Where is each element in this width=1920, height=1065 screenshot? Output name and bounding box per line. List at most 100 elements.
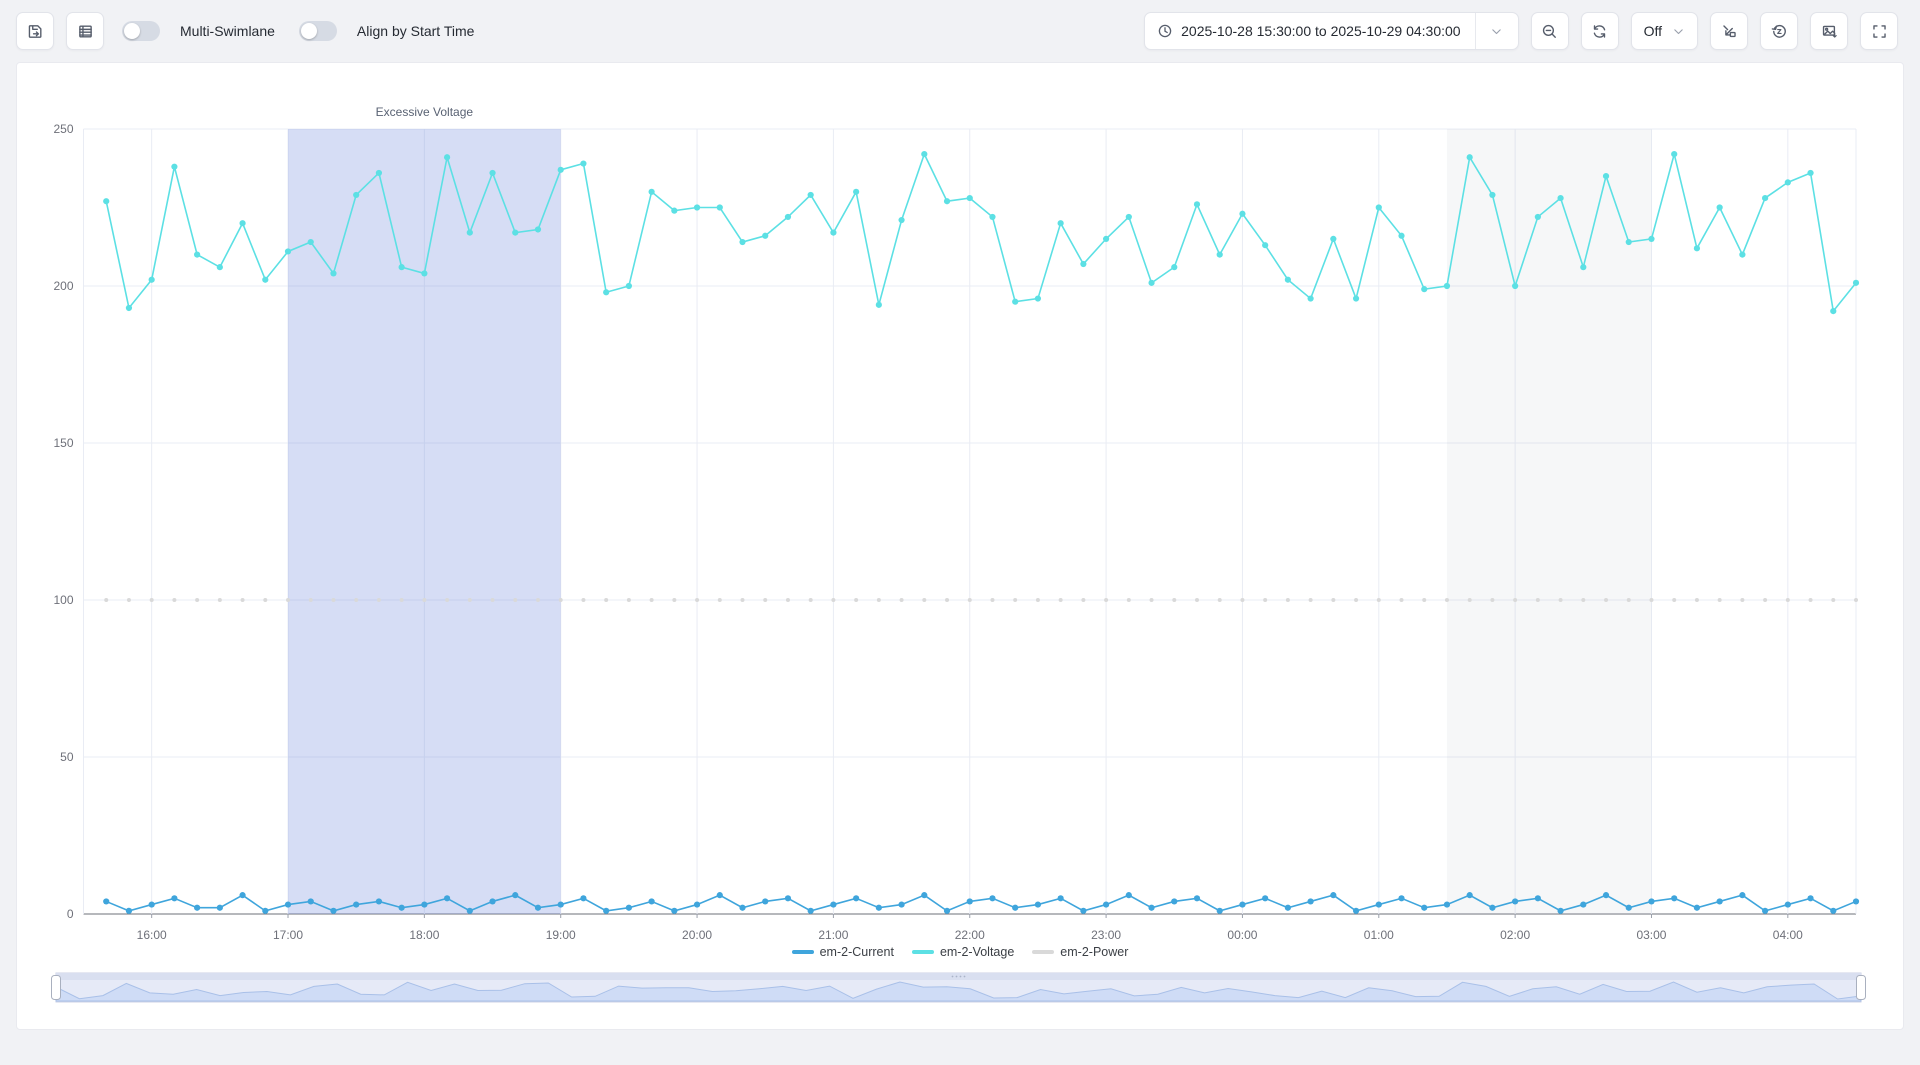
series-point-em-2-Voltage [671,207,678,214]
series-point-em-2-Voltage [1148,279,1155,286]
series-point-em-2-Power [445,598,450,602]
series-point-em-2-Power [1217,598,1222,602]
series-point-em-2-Power [1194,598,1199,602]
legend-item-em-2-Current[interactable]: em-2-Current [791,945,894,959]
series-point-em-2-Current [1784,901,1791,908]
series-point-em-2-Current [1171,898,1178,905]
series-point-em-2-Current [262,907,269,914]
datazoom-right-handle[interactable] [1856,975,1866,1000]
series-point-em-2-Power [1308,598,1313,602]
collapse-panel-button[interactable] [1710,12,1748,50]
series-point-em-2-Power [1490,598,1495,602]
series-point-em-2-Voltage [1262,242,1269,249]
series-point-em-2-Current [1102,901,1110,908]
x-axis-label: 19:00 [546,928,576,942]
series-point-em-2-Power [1331,598,1336,602]
time-range-dropdown-button[interactable] [1474,13,1518,49]
series-point-em-2-Voltage [1421,286,1428,293]
restore-history-button[interactable] [1760,12,1798,50]
x-axis-label: 02:00 [1500,928,1530,942]
series-point-em-2-Voltage [1012,298,1019,305]
legend-marker [1032,950,1055,954]
x-axis-label: 17:00 [273,928,303,942]
series-point-em-2-Voltage [1716,204,1723,211]
series-point-em-2-Current [580,895,587,902]
save-image-button[interactable] [1810,12,1848,50]
series-point-em-2-Voltage [330,270,337,277]
time-range-picker[interactable]: 2025-10-28 15:30:00 to 2025-10-29 04:30:… [1144,12,1519,50]
series-point-em-2-Power [1535,598,1540,602]
timeseries-chart[interactable]: 16:00 17:00 18:00 19:00 20:00 21:00 22:00 23:00… [17,63,1905,1031]
series-point-em-2-Voltage [1466,154,1473,161]
align-by-start-time-toggle[interactable] [298,21,337,41]
multi-swimlane-toggle[interactable] [122,21,160,41]
series-point-em-2-Power [1717,598,1722,602]
mark-area-label: Excessive Voltage [376,105,474,119]
series-point-em-2-Power [422,598,427,602]
series-point-em-2-Current [1557,907,1564,914]
refresh-button[interactable] [1580,12,1619,50]
series-point-em-2-Power [558,598,563,602]
series-point-em-2-Voltage [512,229,519,236]
series-point-em-2-Voltage [739,238,746,246]
chart-panel: 16:00 17:00 18:00 19:00 20:00 21:00 22:00 23:00… [16,62,1904,1030]
save-image-icon [1822,25,1837,38]
save-view-button[interactable] [16,12,54,50]
series-point-em-2-Voltage [1512,282,1519,290]
series-point-em-2-Voltage [1102,235,1110,242]
series-point-em-2-Voltage [262,276,269,283]
series-point-em-2-Current [194,904,201,911]
series-point-em-2-Voltage [489,169,496,177]
series-point-em-2-Voltage [716,204,723,211]
series-point-em-2-Current [1466,892,1473,899]
series-point-em-2-Current [1080,907,1087,914]
series-point-em-2-Voltage [171,163,178,170]
legend-item-em-2-Voltage[interactable]: em-2-Voltage [911,945,1014,959]
x-axis-label: 20:00 [682,928,712,942]
top-toolbar: Multi-Swimlane Align by Start Time 2025-… [0,0,1920,62]
series-point-em-2-Current [466,907,473,914]
series-point-em-2-Current [557,901,564,908]
y-axis-label: 0 [67,907,74,921]
legend-label: em-2-Current [819,945,894,959]
data-table-button[interactable] [66,12,104,50]
series-point-em-2-Current [171,895,178,902]
series-point-em-2-Current [330,907,337,914]
multi-swimlane-label: Multi-Swimlane [180,23,275,39]
series-point-em-2-Power [240,598,245,602]
zoom-out-button[interactable] [1530,12,1569,50]
fullscreen-button[interactable] [1860,12,1898,50]
x-axis-label: 21:00 [818,928,848,942]
align-by-start-time-label: Align by Start Time [356,23,475,39]
series-point-em-2-Current [1352,907,1360,914]
series-point-em-2-Current [1012,904,1019,911]
series-point-em-2-Voltage [875,301,882,308]
series-point-em-2-Current [125,907,133,914]
datazoom-left-handle[interactable] [51,975,61,1000]
series-point-em-2-Current [1489,904,1496,911]
series-point-em-2-Voltage [1080,260,1087,268]
x-axis-label: 04:00 [1773,928,1803,942]
toggle-knob [300,23,317,39]
series-point-em-2-Current [853,895,860,902]
legend-item-em-2-Power[interactable]: em-2-Power [1032,945,1128,959]
series-point-em-2-Voltage [648,188,655,195]
series-point-em-2-Voltage [1239,210,1246,217]
series-point-em-2-Current [875,904,882,911]
series-point-em-2-Voltage [966,194,973,202]
auto-refresh-interval-select[interactable]: Off [1630,12,1698,50]
series-point-em-2-Current [1762,907,1769,914]
series-point-em-2-Power [535,598,540,602]
series-point-em-2-Power [1785,598,1790,602]
series-point-em-2-Current [1580,901,1587,908]
series-point-em-2-Power [1558,598,1563,602]
series-point-em-2-Current [1216,907,1223,914]
fullscreen-icon [1872,24,1886,38]
series-point-em-2-Power [1263,598,1268,602]
series-point-em-2-Current [1284,904,1291,911]
series-point-em-2-Voltage [989,213,996,221]
series-point-em-2-Voltage [1284,276,1291,283]
series-point-em-2-Voltage [807,191,814,199]
refresh-icon [1593,24,1606,38]
series-point-em-2-Power [1604,598,1609,602]
